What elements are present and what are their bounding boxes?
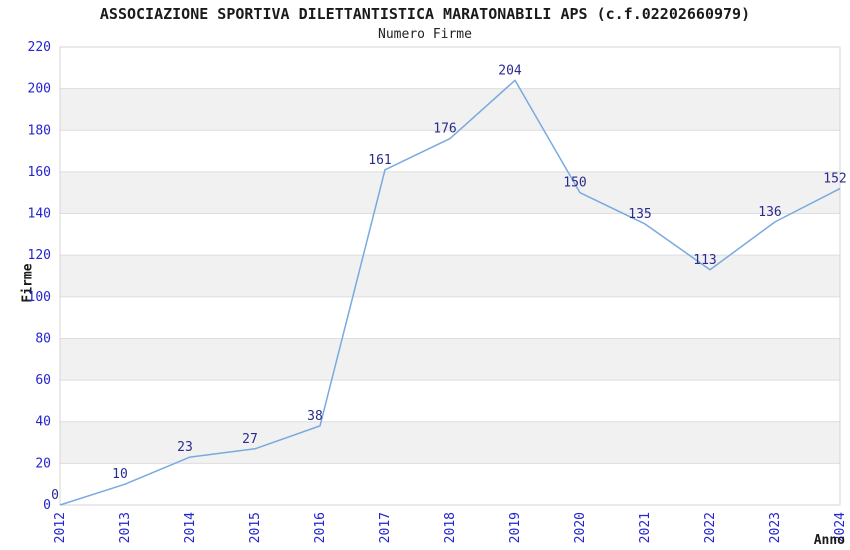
x-tick-label: 2014 — [183, 512, 198, 543]
point-label: 23 — [177, 440, 193, 455]
point-label: 38 — [307, 409, 323, 424]
point-label: 152 — [823, 172, 846, 187]
y-tick-label: 20 — [35, 456, 51, 471]
band — [60, 171, 840, 214]
point-label: 135 — [628, 207, 651, 222]
chart-subtitle: Numero Firme — [378, 27, 472, 42]
band — [60, 338, 840, 381]
chart-title: ASSOCIAZIONE SPORTIVA DILETTANTISTICA MA… — [99, 5, 751, 23]
x-tick-label: 2017 — [378, 512, 393, 543]
point-label: 113 — [693, 253, 716, 268]
y-tick-label: 40 — [35, 415, 51, 430]
band — [60, 255, 840, 297]
band — [60, 47, 840, 89]
x-tick-label: 2020 — [573, 512, 588, 543]
x-tick-label: 2022 — [703, 512, 718, 543]
point-label: 0 — [51, 488, 59, 503]
x-tick-label: 2016 — [313, 512, 328, 543]
y-tick-label: 160 — [28, 165, 51, 180]
x-tick-label: 2024 — [833, 512, 848, 543]
x-tick-label: 2015 — [248, 512, 263, 543]
x-tick-label: 2023 — [768, 512, 783, 543]
x-tick-label: 2021 — [638, 512, 653, 543]
band — [60, 130, 840, 172]
band — [60, 296, 840, 339]
point-label: 161 — [368, 153, 391, 168]
x-axis-label: Anno — [813, 533, 845, 548]
y-tick-label: 220 — [28, 40, 51, 55]
y-tick-label: 80 — [35, 331, 51, 346]
y-tick-label: 0 — [43, 498, 51, 513]
y-tick-label: 120 — [28, 248, 51, 263]
band — [60, 213, 840, 256]
band — [60, 463, 840, 505]
x-tick-label: 2018 — [443, 512, 458, 543]
point-label: 27 — [242, 432, 258, 447]
data-line — [59, 79, 841, 506]
point-label: 136 — [758, 205, 781, 220]
point-label: 204 — [498, 63, 522, 78]
x-tick-label: 2012 — [53, 512, 68, 543]
x-tick-label: 2019 — [508, 512, 523, 543]
band — [60, 380, 840, 422]
band — [60, 88, 840, 131]
y-tick-label: 200 — [28, 82, 51, 97]
x-tick-label: 2013 — [118, 512, 133, 543]
point-label: 10 — [112, 467, 128, 482]
y-tick-label: 180 — [28, 123, 51, 138]
y-tick-label: 140 — [28, 207, 51, 222]
plot-border — [59, 46, 841, 506]
point-label: 150 — [563, 176, 586, 191]
y-tick-label: 60 — [35, 373, 51, 388]
point-label: 176 — [433, 122, 456, 137]
y-tick-label: 100 — [28, 290, 51, 305]
